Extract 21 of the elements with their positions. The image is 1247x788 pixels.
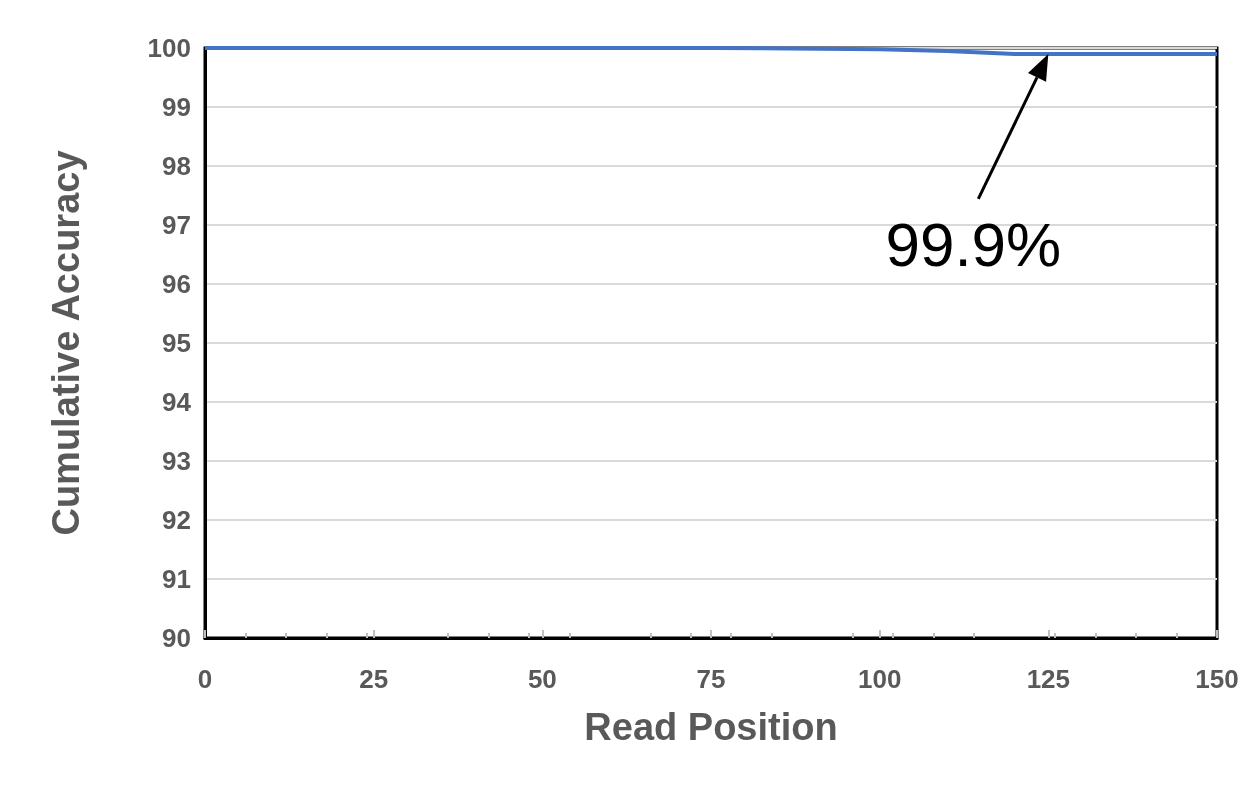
y-tick-label: 92	[162, 505, 191, 535]
x-tick-label: 125	[1026, 664, 1071, 694]
y-tick-label: 99	[162, 92, 191, 122]
y-tick-label: 98	[162, 151, 191, 181]
x-tick-label: 100	[857, 664, 902, 694]
y-tick-label: 94	[162, 387, 192, 417]
y-tick-label: 95	[162, 328, 191, 358]
y-tick-label: 90	[162, 623, 191, 653]
x-tick-label: 25	[359, 664, 389, 694]
x-tick-label: 0	[197, 664, 213, 694]
x-tick-label: 50	[527, 664, 557, 694]
y-tick-label: 91	[162, 564, 191, 594]
y-tick-label: 100	[147, 33, 191, 63]
y-tick-label: 96	[162, 269, 191, 299]
y-tick-label: 97	[162, 210, 191, 240]
x-tick-label: 75	[696, 664, 726, 694]
x-axis-title: Read Position	[584, 706, 838, 748]
y-axis-title: Cumulative Accuracy	[45, 150, 87, 536]
x-tick-label: 150	[1195, 664, 1239, 694]
annotation: 99.9%	[885, 208, 1062, 280]
y-tick-label: 93	[162, 446, 191, 476]
